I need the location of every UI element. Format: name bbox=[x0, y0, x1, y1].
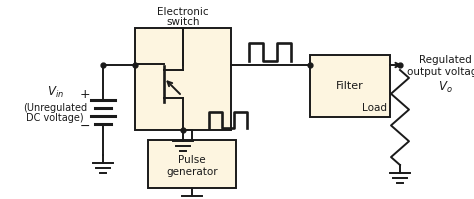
Text: −: − bbox=[80, 120, 90, 133]
Bar bbox=[135, 28, 231, 130]
Text: $V_o$: $V_o$ bbox=[438, 79, 452, 95]
Text: $V_{in}$: $V_{in}$ bbox=[46, 84, 64, 100]
Text: output voltage: output voltage bbox=[407, 67, 474, 77]
Text: Pulse: Pulse bbox=[178, 155, 206, 165]
Text: Load: Load bbox=[363, 103, 388, 113]
Text: Filter: Filter bbox=[336, 81, 364, 91]
Text: Electronic: Electronic bbox=[157, 7, 209, 17]
Text: Regulated: Regulated bbox=[419, 55, 471, 65]
Bar bbox=[148, 140, 236, 188]
Text: +: + bbox=[80, 89, 91, 101]
Text: generator: generator bbox=[166, 167, 218, 177]
Text: (Unregulated: (Unregulated bbox=[23, 103, 87, 113]
Text: switch: switch bbox=[166, 17, 200, 27]
Bar bbox=[310, 55, 390, 117]
Text: DC voltage): DC voltage) bbox=[26, 113, 84, 123]
